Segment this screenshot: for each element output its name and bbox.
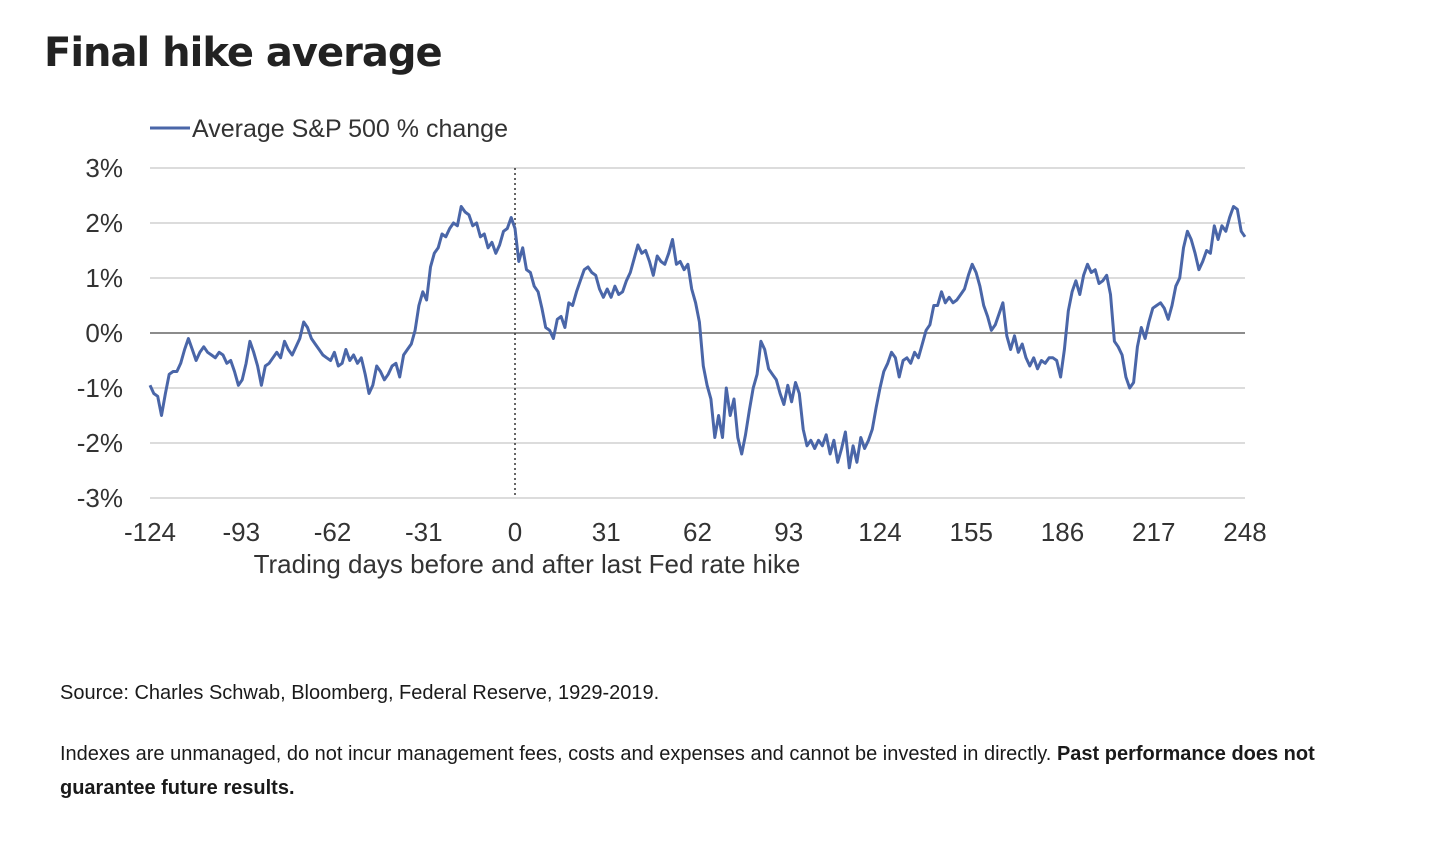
- x-axis-ticks: -124 -93 -62 -31 0 31 62 93 124 155 186 217 248: [124, 517, 1267, 547]
- page-title: Final hike average: [44, 30, 443, 76]
- y-tick-label: 2%: [85, 208, 123, 238]
- x-tick-label: 248: [1223, 517, 1266, 547]
- x-tick-label: -62: [314, 517, 352, 547]
- y-axis-ticks: 3% 2% 1% 0% -1% -2% -3%: [77, 153, 123, 513]
- y-tick-label: -1%: [77, 373, 123, 403]
- x-tick-label: 217: [1132, 517, 1175, 547]
- disclaimer-bold-text: Past performance does not guarantee futu…: [60, 743, 1315, 799]
- y-tick-label: 1%: [85, 263, 123, 293]
- x-tick-label: -31: [405, 517, 443, 547]
- x-tick-label: 0: [508, 517, 522, 547]
- chart-grid: [150, 167, 1245, 499]
- y-tick-label: 3%: [85, 153, 123, 183]
- line-chart: Average S&P 500 % change 3% 2% 1% 0% -1% -2% -…: [77, 115, 1267, 579]
- x-tick-label: 124: [858, 517, 901, 547]
- chart-legend: Average S&P 500 % change: [150, 115, 508, 143]
- x-tick-label: 186: [1041, 517, 1084, 547]
- series-line-average-sp500: [148, 205, 1247, 470]
- legend-label: Average S&P 500 % change: [192, 115, 508, 143]
- x-tick-label: 62: [683, 517, 712, 547]
- x-tick-label: 155: [950, 517, 993, 547]
- x-tick-label: 93: [774, 517, 803, 547]
- x-tick-label: 31: [592, 517, 621, 547]
- disclaimer-note: Indexes are unmanaged, do not incur mana…: [60, 737, 1400, 805]
- x-axis-label: Trading days before and after last Fed r…: [254, 549, 801, 579]
- y-tick-label: -2%: [77, 428, 123, 458]
- x-tick-label: -124: [124, 517, 176, 547]
- source-note: Source: Charles Schwab, Bloomberg, Feder…: [60, 682, 660, 704]
- y-tick-label: -3%: [77, 483, 123, 513]
- chart-notes: Source: Charles Schwab, Bloomberg, Feder…: [60, 676, 1400, 805]
- x-tick-label: -93: [222, 517, 260, 547]
- disclaimer-text: Indexes are unmanaged, do not incur mana…: [60, 743, 1057, 765]
- y-tick-label: 0%: [85, 318, 123, 348]
